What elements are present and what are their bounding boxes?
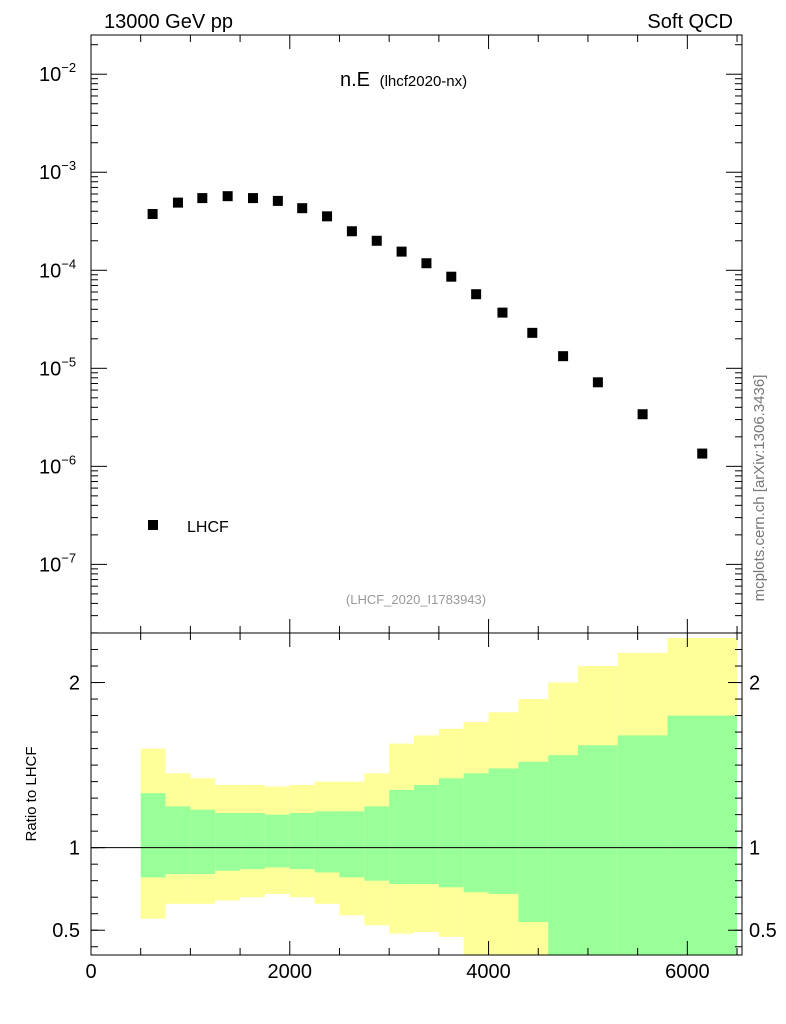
- data-point: [371, 235, 382, 246]
- main-plot-points: [147, 191, 708, 459]
- plot-title: n.E (lhcf2020-nx): [340, 69, 467, 91]
- data-point: [248, 193, 259, 204]
- uncertainty-band-inner: [339, 811, 365, 878]
- uncertainty-band-inner: [438, 778, 464, 888]
- legend-marker-square: [148, 520, 158, 530]
- data-point: [147, 209, 158, 220]
- ratio-bands: [140, 637, 738, 955]
- y-tick-label: 10−2: [39, 60, 76, 86]
- y-tick-label: 10−7: [39, 550, 76, 576]
- uncertainty-band-inner: [215, 812, 241, 871]
- x-tick-label: 2000: [268, 961, 313, 983]
- data-point: [172, 197, 183, 208]
- data-point: [222, 191, 233, 202]
- legend-label-lhcf: LHCF: [187, 519, 229, 536]
- plot-title-main: n.E: [340, 69, 370, 91]
- ratio-tick-label-right: 2: [749, 673, 760, 695]
- data-point: [346, 226, 357, 237]
- ratio-axis-label: Ratio to LHCF: [23, 746, 40, 841]
- data-point: [697, 448, 708, 459]
- mcplots-side-label: mcplots.cern.ch [arXiv:1306.3436]: [751, 375, 768, 602]
- ratio-tick-label-right: 1: [749, 838, 760, 860]
- uncertainty-band-inner: [548, 755, 579, 955]
- uncertainty-band-inner: [190, 809, 216, 875]
- data-point: [637, 409, 648, 420]
- uncertainty-band-inner: [165, 806, 191, 875]
- y-tick-label: 10−4: [39, 256, 76, 282]
- x-tick-label: 0: [85, 961, 96, 983]
- ratio-plot-axes: 0.5 0.5 1 1 2 2 0 2000 4000 6000: [52, 633, 777, 983]
- uncertainty-band-inner: [463, 773, 489, 893]
- analysis-id-label: (LHCF_2020_I1783943): [346, 592, 486, 607]
- data-point: [558, 351, 569, 362]
- uncertainty-band-inner: [667, 715, 738, 955]
- uncertainty-band-inner: [364, 806, 390, 881]
- data-point: [497, 307, 508, 318]
- uncertainty-band-inner: [578, 745, 618, 955]
- data-point: [421, 258, 432, 269]
- ratio-plot-frame: [90, 632, 743, 956]
- uncertainty-band-inner: [289, 812, 315, 870]
- data-point: [322, 211, 333, 222]
- y-tick-label: 10−3: [39, 158, 76, 184]
- x-tick-label: 4000: [466, 961, 511, 983]
- data-point: [197, 193, 208, 204]
- data-point: [471, 289, 482, 300]
- y-tick-label: 10−6: [39, 452, 76, 478]
- data-point: [396, 246, 407, 257]
- header-energy-label: 13000 GeV pp: [104, 11, 233, 33]
- data-point: [297, 203, 308, 214]
- uncertainty-band-inner: [518, 761, 549, 922]
- data-point: [446, 271, 457, 282]
- uncertainty-band-inner: [264, 814, 290, 868]
- uncertainty-band-inner: [488, 768, 519, 894]
- main-plot-axes: 10−2 10−3 10−4 10−5 10−6 10−7: [39, 35, 742, 634]
- x-tick-label: 6000: [665, 961, 710, 983]
- uncertainty-band-inner: [389, 789, 415, 884]
- uncertainty-band-inner: [140, 793, 166, 878]
- ratio-tick-label-left: 2: [69, 673, 80, 695]
- header-category-label: Soft QCD: [647, 11, 733, 33]
- main-plot-frame: [90, 34, 743, 634]
- uncertainty-band-inner: [414, 784, 439, 884]
- uncertainty-band-inner: [314, 811, 340, 873]
- uncertainty-band-inner: [617, 735, 668, 955]
- data-point: [527, 327, 538, 338]
- ratio-tick-label-right: 0.5: [749, 920, 777, 942]
- ratio-tick-label-left: 1: [69, 838, 80, 860]
- data-point: [592, 377, 603, 388]
- y-tick-label: 10−5: [39, 354, 76, 380]
- ratio-tick-label-left: 0.5: [52, 920, 80, 942]
- data-point: [272, 195, 283, 206]
- plot-title-sub: (lhcf2020-nx): [380, 73, 468, 90]
- uncertainty-band-inner: [240, 812, 265, 870]
